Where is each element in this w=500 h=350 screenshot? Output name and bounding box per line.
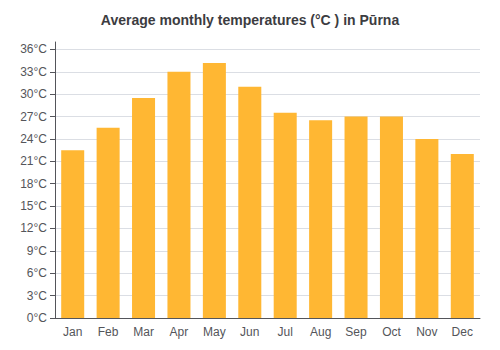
svg-text:Dec: Dec xyxy=(452,325,473,339)
svg-text:Aug: Aug xyxy=(310,325,331,339)
svg-text:21°C: 21°C xyxy=(20,154,47,168)
svg-text:24°C: 24°C xyxy=(20,132,47,146)
svg-text:Oct: Oct xyxy=(382,325,401,339)
svg-text:Nov: Nov xyxy=(416,325,437,339)
svg-text:Mar: Mar xyxy=(133,325,154,339)
svg-text:Sep: Sep xyxy=(345,325,367,339)
svg-text:36°C: 36°C xyxy=(20,42,47,56)
svg-text:27°C: 27°C xyxy=(20,110,47,124)
svg-text:Jun: Jun xyxy=(240,325,259,339)
svg-text:Jul: Jul xyxy=(278,325,293,339)
svg-text:6°C: 6°C xyxy=(27,266,47,280)
svg-text:18°C: 18°C xyxy=(20,177,47,191)
svg-text:15°C: 15°C xyxy=(20,199,47,213)
svg-text:9°C: 9°C xyxy=(27,244,47,258)
svg-text:33°C: 33°C xyxy=(20,65,47,79)
svg-text:Feb: Feb xyxy=(98,325,119,339)
svg-text:Average monthly temperatures (: Average monthly temperatures (°C ) in Pū… xyxy=(101,12,400,28)
svg-text:12°C: 12°C xyxy=(20,221,47,235)
svg-text:30°C: 30°C xyxy=(20,87,47,101)
svg-text:May: May xyxy=(203,325,226,339)
svg-text:Apr: Apr xyxy=(170,325,189,339)
svg-text:Jan: Jan xyxy=(63,325,82,339)
svg-text:3°C: 3°C xyxy=(27,289,47,303)
svg-text:0°C: 0°C xyxy=(27,311,47,325)
